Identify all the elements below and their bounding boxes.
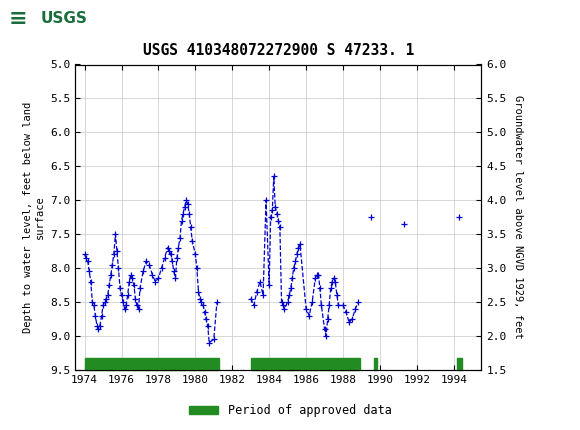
Legend: Period of approved data: Period of approved data	[184, 399, 396, 422]
Bar	[458, 358, 462, 370]
Bar	[374, 358, 377, 370]
Text: USGS: USGS	[41, 12, 88, 26]
Bar	[251, 358, 360, 370]
Bar	[85, 358, 219, 370]
Text: ≡: ≡	[9, 9, 27, 29]
Y-axis label: Groundwater level above NGVD 1929, feet: Groundwater level above NGVD 1929, feet	[513, 95, 523, 339]
Y-axis label: Depth to water level, feet below land
surface: Depth to water level, feet below land su…	[23, 101, 45, 333]
Title: USGS 410348072272900 S 47233. 1: USGS 410348072272900 S 47233. 1	[143, 43, 414, 58]
Bar	[6, 3, 81, 35]
